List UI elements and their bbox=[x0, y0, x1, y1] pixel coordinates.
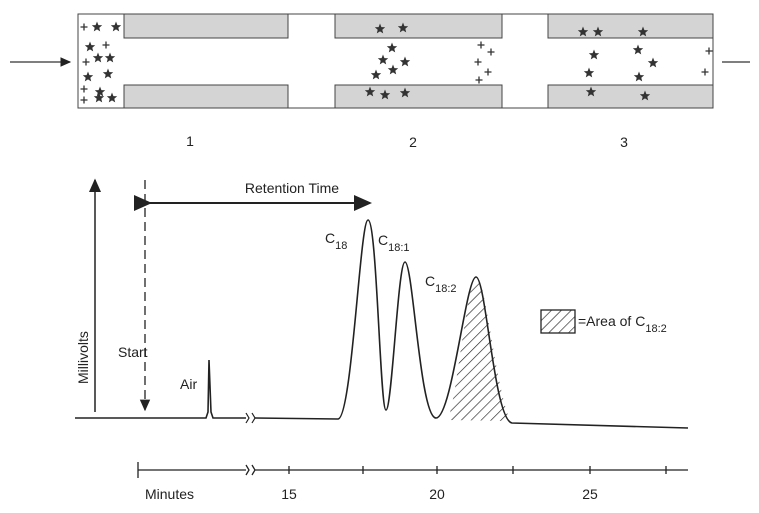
star-molecule bbox=[399, 56, 411, 67]
peak-label-sub: 18 bbox=[335, 240, 347, 252]
star-molecule bbox=[377, 54, 389, 65]
molecules bbox=[80, 21, 713, 104]
legend-sub: 18:2 bbox=[645, 323, 666, 335]
plus-molecule bbox=[475, 76, 483, 84]
axis-label: Millivolts bbox=[75, 331, 91, 384]
star-molecule bbox=[92, 52, 104, 63]
star-molecule bbox=[374, 23, 386, 34]
plus-molecule bbox=[701, 68, 709, 76]
legend-text: =Area of C bbox=[578, 313, 645, 329]
time-tick-label: 15 bbox=[281, 486, 297, 502]
phase bbox=[547, 13, 714, 39]
plus-molecule bbox=[82, 58, 90, 66]
star-molecule bbox=[364, 86, 376, 97]
star-molecule bbox=[93, 92, 105, 103]
plus-molecule bbox=[484, 68, 492, 76]
plus-molecule bbox=[80, 85, 88, 93]
phase bbox=[123, 84, 289, 109]
plus-molecule bbox=[474, 58, 482, 66]
star-molecule bbox=[639, 90, 651, 101]
star-molecule bbox=[84, 41, 96, 52]
peak-label: C18 bbox=[325, 230, 347, 252]
retention-label: Retention Time bbox=[245, 180, 339, 196]
phase bbox=[334, 13, 503, 39]
star-molecule bbox=[94, 86, 106, 97]
time-axis-label: Minutes bbox=[145, 486, 194, 502]
star-molecule bbox=[102, 68, 114, 79]
peak-label-base: C bbox=[325, 230, 335, 246]
star-molecule bbox=[387, 64, 399, 75]
star-molecule bbox=[592, 26, 604, 37]
legend-label: =Area of C18:2 bbox=[578, 313, 667, 335]
phase bbox=[547, 84, 714, 109]
stage-label: 2 bbox=[409, 134, 417, 150]
star-molecule bbox=[106, 92, 118, 103]
star-molecule bbox=[399, 87, 411, 98]
peak-label: C18:2 bbox=[425, 273, 457, 295]
star-molecule bbox=[577, 26, 589, 37]
peak-label-base: C bbox=[378, 232, 388, 248]
trace bbox=[75, 219, 689, 429]
phase bbox=[123, 13, 289, 39]
time-tick-label: 20 bbox=[429, 486, 445, 502]
star-molecule bbox=[370, 69, 382, 80]
plus-molecule bbox=[80, 96, 88, 104]
star-molecule bbox=[588, 49, 600, 60]
column bbox=[10, 13, 750, 109]
plus-molecule bbox=[705, 47, 713, 55]
star-molecule bbox=[397, 22, 409, 33]
star-molecule bbox=[386, 42, 398, 53]
star-molecule bbox=[647, 57, 659, 68]
peak-area bbox=[448, 277, 510, 421]
star-molecule bbox=[585, 86, 597, 97]
stage-label: 1 bbox=[186, 133, 194, 149]
start-label: Start bbox=[118, 344, 148, 360]
phase bbox=[334, 84, 503, 109]
plus-molecule bbox=[80, 23, 88, 31]
peak-label-sub: 18:1 bbox=[388, 242, 409, 254]
star-molecule bbox=[632, 44, 644, 55]
time-axis bbox=[137, 462, 688, 478]
star-molecule bbox=[110, 21, 122, 32]
star-molecule bbox=[91, 21, 103, 32]
peak-label: C18:1 bbox=[378, 232, 410, 254]
peak-label-sub: 18:2 bbox=[435, 283, 456, 295]
star-molecule bbox=[379, 89, 391, 100]
plus-molecule bbox=[102, 41, 110, 49]
star-molecule bbox=[633, 71, 645, 82]
plus-molecule bbox=[477, 41, 485, 49]
chromatogram: Millivolts Start Retention Time Air C18 … bbox=[75, 178, 689, 502]
star-molecule bbox=[637, 26, 649, 37]
star-molecule bbox=[82, 71, 94, 82]
time-tick-label: 25 bbox=[582, 486, 598, 502]
axis-break bbox=[245, 412, 256, 424]
stage-label: 3 bbox=[620, 134, 628, 150]
plus-molecule bbox=[487, 48, 495, 56]
star-molecule bbox=[104, 52, 116, 63]
peak-label-base: C bbox=[425, 273, 435, 289]
legend-swatch bbox=[540, 309, 576, 334]
star-molecule bbox=[583, 67, 595, 78]
air-label: Air bbox=[180, 376, 197, 392]
